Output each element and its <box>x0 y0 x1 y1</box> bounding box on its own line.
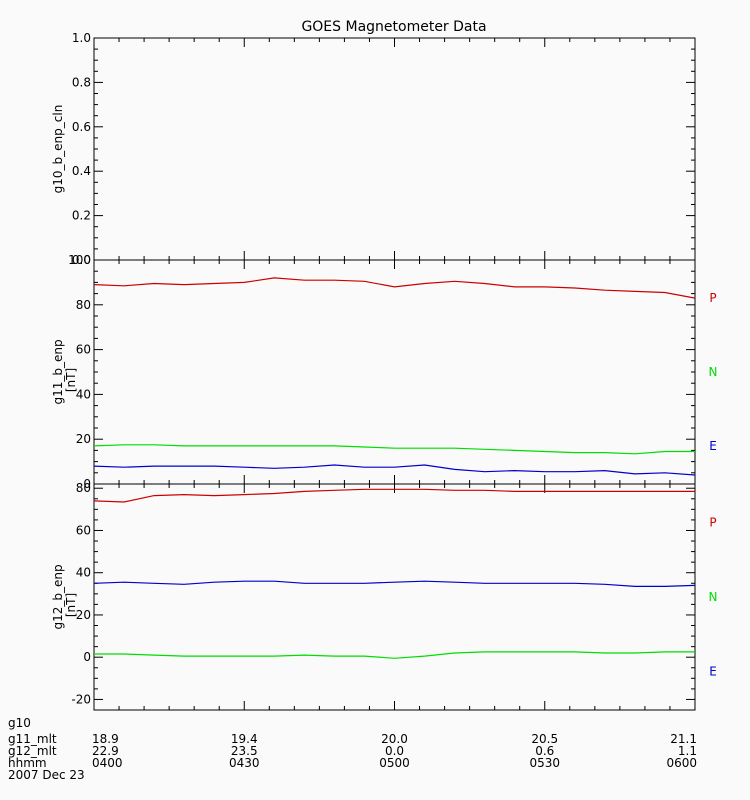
series-line-P <box>93 488 695 503</box>
x-row-value: 0.6 <box>535 744 554 758</box>
x-row-label: g12_mlt <box>8 744 57 758</box>
x-row-value: 21.1 <box>670 732 697 746</box>
panel-2: 0 20 40 60 80 100 g11_b_enp [nT] P N E <box>51 253 717 491</box>
x-row-value: 0430 <box>229 756 260 770</box>
y-tick-label: 40 <box>76 566 91 580</box>
x-row-value: 19.4 <box>231 732 258 746</box>
y-tick-label: 20 <box>76 608 91 622</box>
y-tick-label: 80 <box>76 481 91 495</box>
x-label-row: g10 <box>8 716 31 730</box>
panel-frame <box>93 37 696 261</box>
y-tick-label: 60 <box>76 343 91 357</box>
y-tick-label: 20 <box>76 432 91 446</box>
x-row-value: 20.0 <box>381 732 408 746</box>
chart-title: GOES Magnetometer Data <box>301 19 486 35</box>
series-legend-P: P <box>709 291 716 305</box>
x-row-value: 0500 <box>379 756 410 770</box>
y-tick-label: -20 <box>71 692 91 706</box>
series-line-N <box>94 651 695 659</box>
x-row-label: g10 <box>8 716 31 730</box>
series-line-E <box>93 464 696 476</box>
series-line-E <box>93 580 696 588</box>
series-legend-N: N <box>709 590 718 604</box>
panel-frame <box>93 483 696 711</box>
y-tick-label: 0.0 <box>72 253 91 267</box>
date-label: 2007 Dec 23 <box>8 768 85 782</box>
series-legend-E: E <box>709 439 717 453</box>
y-tick-label: 0.8 <box>72 75 91 89</box>
x-row-value: 20.5 <box>531 732 558 746</box>
y-tick-label: 0.2 <box>72 209 91 223</box>
panel-frame <box>93 259 696 485</box>
y-tick-label: 0 <box>83 477 91 491</box>
x-row-value: 0.0 <box>385 744 404 758</box>
x-label-row: g11_mlt 18.9 19.4 20.0 20.5 21.1 <box>8 732 697 746</box>
x-row-label: g11_mlt <box>8 732 57 746</box>
y-axis-label: g10_b_enp_cln <box>51 105 65 194</box>
y-tick-label: 60 <box>76 523 91 537</box>
x-row-value: 0600 <box>666 756 697 770</box>
y-tick-label: 80 <box>76 298 91 312</box>
x-row-value: 0530 <box>529 756 560 770</box>
x-row-label: hhmm <box>8 756 47 770</box>
x-label-row: g12_mlt 22.9 23.5 0.0 0.6 1.1 <box>8 744 697 758</box>
y-axis-unit: [nT] <box>64 368 78 392</box>
panel-1: 0.0 0.2 0.4 0.6 0.8 1.0 g10_b_enp_cln <box>51 31 696 267</box>
y-axis-unit: [nT] <box>64 593 78 617</box>
y-tick-label: 0 <box>83 650 91 664</box>
y-tick-label: 40 <box>76 387 91 401</box>
x-row-value: 22.9 <box>92 744 119 758</box>
y-axis-label: g11_b_enp <box>51 339 65 404</box>
x-row-value: 18.9 <box>92 732 119 746</box>
y-tick-label: 0.4 <box>72 164 91 178</box>
series-legend-N: N <box>709 365 718 379</box>
y-tick-label: 0.6 <box>72 120 91 134</box>
x-label-row: hhmm 0400 0430 0500 0530 0600 <box>8 756 697 770</box>
series-legend-P: P <box>709 515 716 529</box>
series-line-N <box>93 444 695 455</box>
panel-3: -20 0 20 40 60 80 g12_b_enp [nT] P N E <box>51 481 718 711</box>
y-tick-label: 1.0 <box>72 31 91 45</box>
series-legend-E: E <box>709 665 717 679</box>
x-row-value: 23.5 <box>231 744 258 758</box>
series-line-P <box>93 277 696 299</box>
y-axis-label: g12_b_enp <box>51 564 65 629</box>
x-row-value: 1.1 <box>678 744 697 758</box>
y-tick-label: 100 <box>68 253 91 267</box>
x-row-value: 0400 <box>92 756 123 770</box>
